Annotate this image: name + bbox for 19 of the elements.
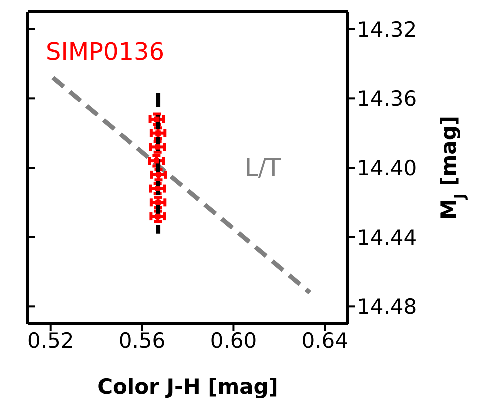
x-tick-label: 0.60 — [210, 328, 258, 353]
point — [156, 130, 161, 136]
y-tick-label: 14.48 — [357, 295, 418, 320]
x-tick-label: 0.52 — [27, 328, 74, 353]
point — [154, 158, 160, 164]
point — [156, 200, 161, 206]
text: SIMP0136 — [46, 38, 165, 66]
x-tick-label: 0.56 — [118, 328, 166, 353]
y-tick-label: 14.44 — [357, 226, 418, 250]
y-tick-label: 14.32 — [357, 18, 418, 42]
point — [155, 144, 160, 150]
x-axis-title: Color J-H [mag] — [98, 375, 278, 399]
y-tick-label: 14.40 — [357, 156, 418, 180]
x-tick-label: 0.64 — [302, 328, 349, 353]
point — [156, 172, 162, 178]
y-tick-label: 14.36 — [357, 87, 418, 112]
point — [155, 186, 160, 192]
point — [154, 116, 160, 122]
series-label: L/T — [244, 154, 282, 182]
